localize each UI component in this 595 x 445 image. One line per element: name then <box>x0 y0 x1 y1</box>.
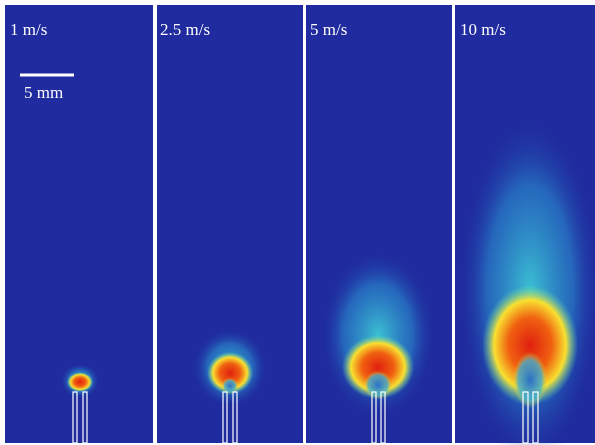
panel-label: 2.5 m/s <box>160 20 210 39</box>
plume-core <box>67 372 93 392</box>
panel-label: 5 m/s <box>310 20 347 39</box>
panel: 10 m/s <box>455 5 595 445</box>
panel-label: 10 m/s <box>460 20 506 39</box>
scale-label: 5 mm <box>24 83 63 102</box>
plume-cavity <box>513 352 547 408</box>
panel: 5 m/s <box>306 5 452 443</box>
panel-label: 1 m/s <box>10 20 47 39</box>
plume-cavity <box>364 371 392 399</box>
panel: 2.5 m/s <box>157 5 303 443</box>
figure: 1 m/s 5 mm 2.5 m/s 5 m/s 10 m/s <box>0 0 595 445</box>
panel: 1 m/s 5 mm <box>5 5 153 443</box>
